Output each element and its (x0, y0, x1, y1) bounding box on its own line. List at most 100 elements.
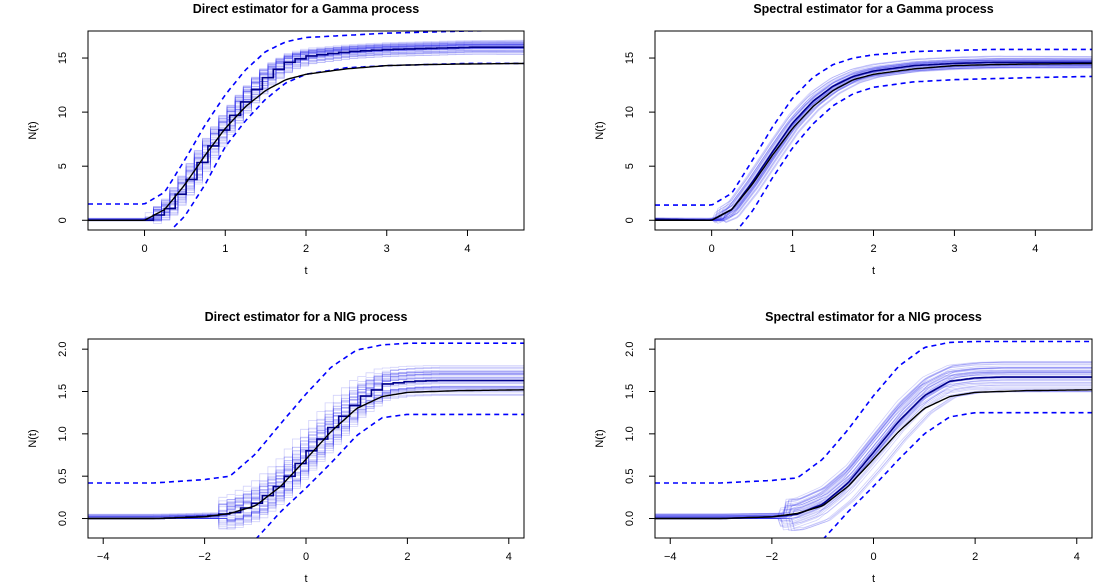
realisation-line (655, 64, 1092, 221)
realisation-line (655, 62, 1092, 221)
x-axis-label: t (872, 573, 875, 584)
realisation-line (88, 44, 524, 220)
realisation-line (655, 63, 1092, 221)
realisation-line (88, 48, 524, 221)
realisation-line (88, 51, 524, 221)
realisation-line (88, 42, 524, 220)
chart-title: Direct estimator for a Gamma process (193, 2, 420, 16)
true-curve-line (88, 389, 524, 520)
x-tick-label: 2 (870, 243, 876, 255)
realisation-line (655, 61, 1092, 221)
realisation-line (88, 371, 524, 517)
realisation-line (655, 64, 1092, 221)
realisation-line (88, 40, 524, 219)
chart-panel-1: 0 1 2 3 4 0 5 10 15 Direct estimator for a Gamma … (27, 2, 525, 277)
realisation-line (88, 53, 524, 224)
x-tick-label: −4 (664, 551, 677, 563)
x-axis-label: t (304, 573, 307, 584)
y-tick-label: 1.5 (624, 384, 636, 399)
realisation-line (655, 371, 1092, 518)
realisation-line (655, 62, 1092, 221)
realisation-line (655, 63, 1092, 221)
x-axis-label: t (304, 265, 307, 277)
x-tick-label: 0 (141, 243, 147, 255)
realisation-line (655, 367, 1092, 517)
y-axis-label: N(t) (594, 121, 606, 139)
chart-panel-4: −4 −2 0 2 4 0.0 0.5 1.0 1.5 2.0 Spectral estimator… (594, 310, 1093, 584)
y-tick-label: 1.5 (57, 384, 69, 399)
realisation-line (88, 43, 524, 220)
realisation-line (655, 367, 1092, 517)
realisation-line (655, 59, 1092, 220)
realisation-line (655, 372, 1092, 518)
realisation-line (655, 60, 1092, 221)
y-tick-label: 10 (57, 106, 69, 118)
realisation-line (655, 65, 1092, 222)
realisation-line (655, 363, 1092, 515)
y-tick-label: 0.5 (624, 469, 636, 484)
chart-title: Spectral estimator for a Gamma process (753, 2, 993, 16)
upper-band-line (88, 342, 524, 484)
realisation-line (655, 370, 1092, 518)
x-axis-label: t (872, 265, 875, 277)
realisation-line (88, 51, 524, 221)
plot-frame (87, 338, 525, 539)
realisation-line (655, 361, 1092, 515)
realisation-line (655, 61, 1092, 221)
realisation-line (655, 58, 1092, 220)
x-tick-label: −4 (97, 551, 110, 563)
realisation-line (88, 373, 524, 518)
realisation-line (88, 370, 524, 517)
x-tick-label: 4 (464, 243, 470, 255)
realisation-line (655, 60, 1092, 221)
upper-band-line (655, 48, 1092, 206)
realisation-line (88, 48, 524, 221)
y-tick-label: 15 (624, 52, 636, 64)
realisation-line (88, 46, 524, 221)
realisation-line (655, 65, 1092, 221)
upper-band-line (655, 340, 1092, 484)
realisation-line (655, 59, 1092, 220)
x-tick-label: 4 (1074, 551, 1080, 563)
plot-area (88, 31, 524, 230)
realisation-line (655, 367, 1092, 517)
x-tick-label: 4 (506, 551, 512, 563)
y-axis-label: N(t) (27, 121, 39, 139)
realisation-line (88, 366, 524, 515)
realisation-line (88, 49, 524, 221)
realisation-line (88, 47, 524, 221)
realisation-line (655, 376, 1092, 519)
realisation-line (655, 361, 1092, 515)
realisation-line (88, 40, 524, 219)
realisation-line (655, 66, 1092, 223)
realisation-line (88, 45, 524, 221)
realisation-line (655, 66, 1092, 223)
realisation-line (655, 66, 1092, 223)
realisation-line (88, 53, 524, 221)
realisation-line (655, 65, 1092, 221)
plot-area (655, 48, 1092, 230)
realisation-line (88, 379, 524, 519)
x-tick-label: −2 (766, 551, 779, 563)
lower-band-line (736, 75, 1092, 230)
realisation-line (88, 42, 524, 220)
realisation-line (655, 59, 1092, 220)
y-tick-label: 0.0 (624, 511, 636, 526)
realisation-line (88, 52, 524, 222)
realisation-line (655, 55, 1092, 219)
lower-band-line (255, 413, 524, 538)
realisation-line (655, 375, 1092, 519)
y-tick-label: 0 (57, 217, 69, 223)
realisation-line (88, 39, 524, 219)
realisation-line (655, 58, 1092, 220)
realisation-line (88, 367, 524, 516)
realisation-line (88, 45, 524, 221)
realisation-line (655, 371, 1092, 518)
x-tick-label: −2 (198, 551, 211, 563)
realisation-line (655, 66, 1092, 224)
realisation-line (88, 43, 524, 220)
realisation-line (655, 66, 1092, 224)
realisation-line (88, 373, 524, 517)
realisation-line (655, 66, 1092, 223)
realisation-line (88, 50, 524, 221)
